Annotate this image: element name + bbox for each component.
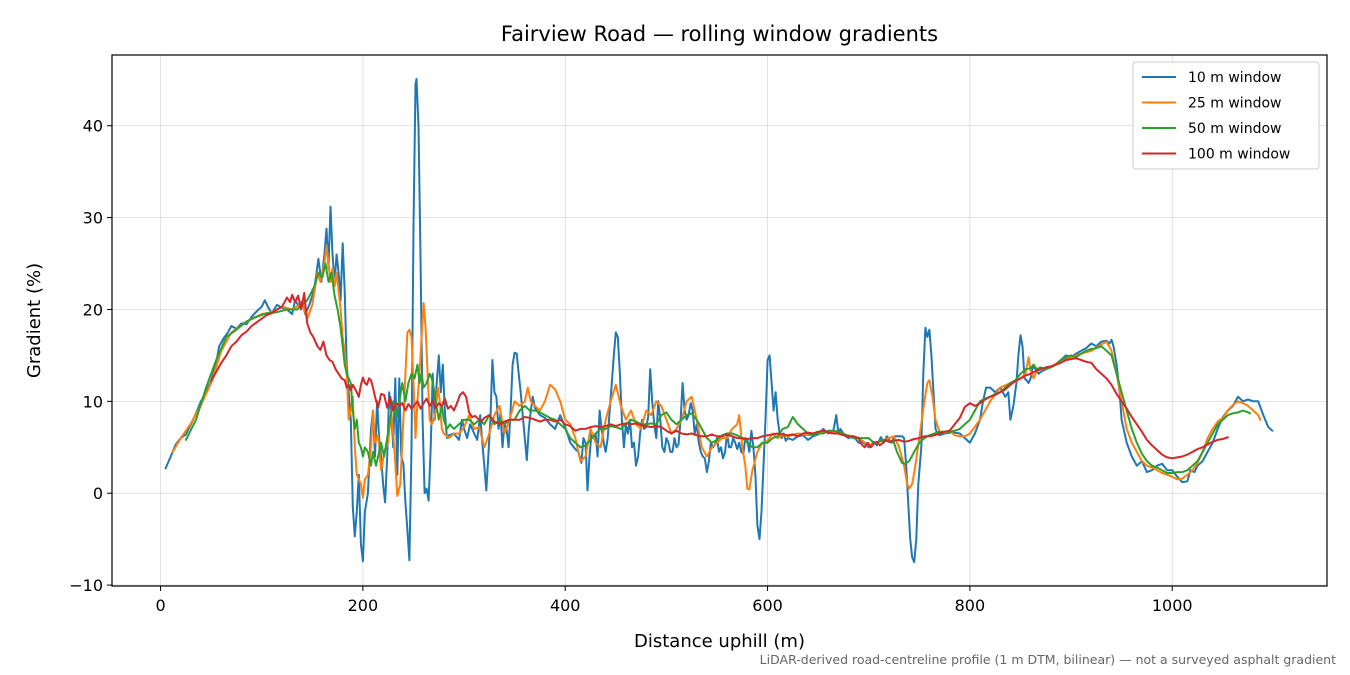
plot-frame xyxy=(111,54,1328,587)
x-tick-label: 600 xyxy=(752,596,783,615)
series-line-3 xyxy=(184,262,1252,474)
x-axis: 0 200 400 600 800 1000 xyxy=(155,586,1193,615)
y-tick-label: 10 xyxy=(83,392,103,411)
y-tick-label: 30 xyxy=(83,209,103,228)
legend-box xyxy=(1132,61,1320,170)
y-tick-label: 0 xyxy=(93,484,103,503)
y-axis-label: Gradient (%) xyxy=(24,263,45,378)
y-tick-label: −10 xyxy=(69,576,103,595)
x-tick-label: 1000 xyxy=(1152,596,1193,615)
x-tick-label: 400 xyxy=(550,596,581,615)
y-tick-label: 20 xyxy=(83,300,103,319)
x-tick-label: 0 xyxy=(155,596,165,615)
series-line-4 xyxy=(210,291,1229,460)
legend-label-3: 50 m window xyxy=(1188,121,1281,137)
footnote: LiDAR-derived road-centreline profile (1… xyxy=(760,652,1336,667)
grid xyxy=(112,55,1327,586)
y-tick-label: 40 xyxy=(83,117,103,136)
y-axis: −10 0 10 20 30 40 xyxy=(69,117,112,595)
legend-label-1: 10 m window xyxy=(1188,70,1281,86)
x-tick-label: 800 xyxy=(955,596,986,615)
legend: 10 m window 25 m window 50 m window 100 m w… xyxy=(1132,61,1320,170)
chart-title: Fairview Road — rolling window gradients xyxy=(501,22,938,46)
legend-label-2: 25 m window xyxy=(1188,96,1281,112)
x-axis-label: Distance uphill (m) xyxy=(634,631,805,652)
x-tick-label: 200 xyxy=(348,596,379,615)
series-lines xyxy=(164,77,1274,564)
legend-label-4: 100 m window xyxy=(1188,147,1290,163)
series-line-1 xyxy=(164,77,1274,564)
